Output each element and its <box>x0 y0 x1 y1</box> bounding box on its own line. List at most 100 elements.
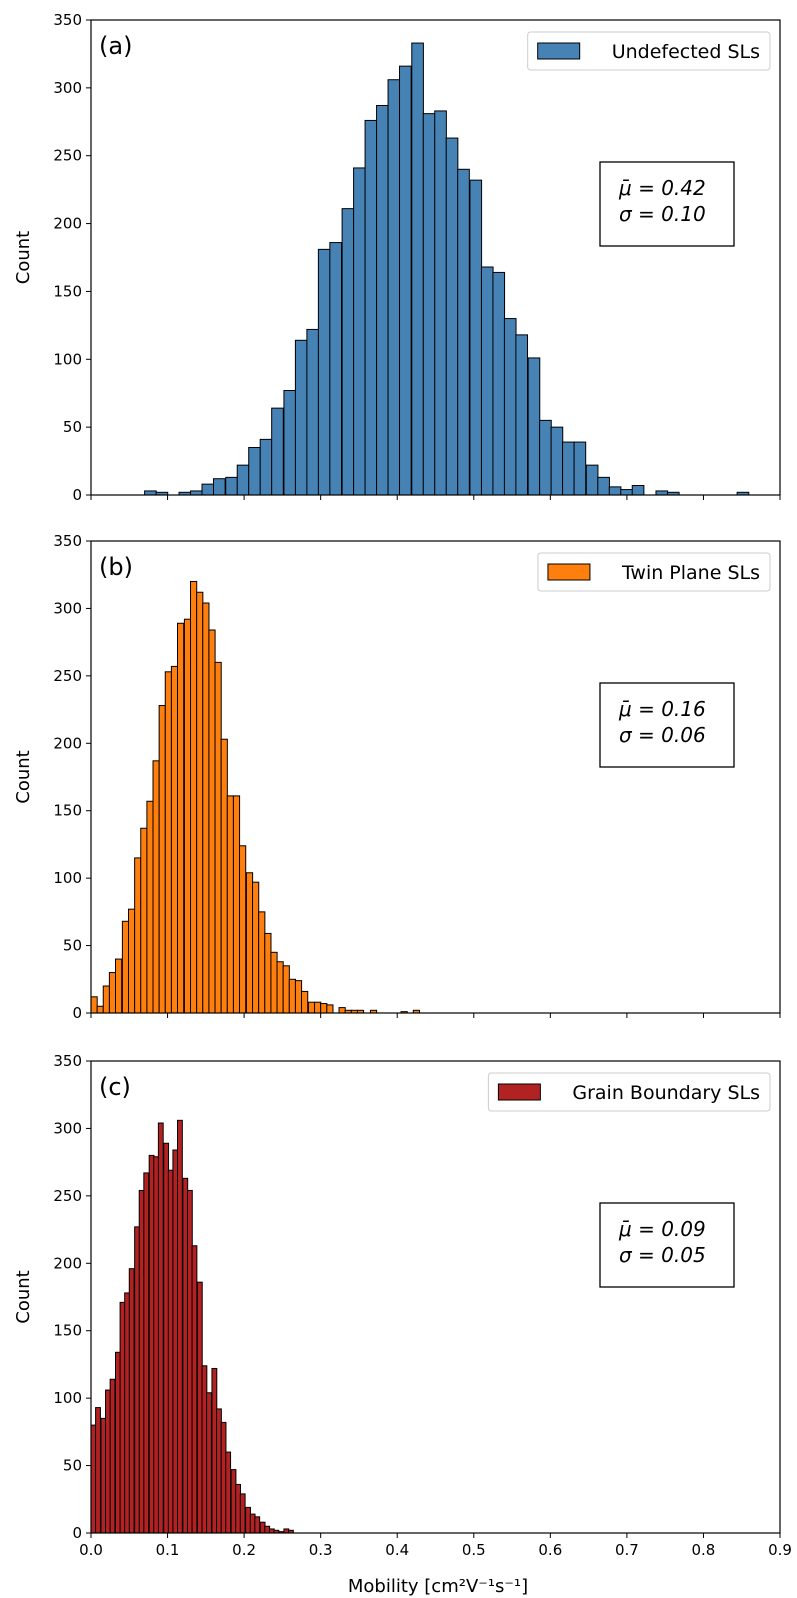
histogram-bar <box>128 1268 135 1534</box>
histogram-bar <box>276 961 284 1014</box>
y-tick-label: 250 <box>53 667 82 685</box>
histogram-bar <box>158 705 166 1014</box>
histogram-bar <box>206 1392 212 1534</box>
histogram-bar <box>314 1001 322 1014</box>
y-tick-label: 150 <box>53 282 82 300</box>
y-axis-label: Count <box>13 231 34 284</box>
histogram-bar <box>608 486 622 496</box>
histogram-bar <box>282 965 290 1014</box>
plot-frame <box>90 540 781 1014</box>
y-tick-label: 100 <box>53 869 82 887</box>
legend-swatch <box>547 563 591 581</box>
histogram-bar <box>329 242 342 496</box>
legend-swatch <box>537 42 581 60</box>
histogram-bar <box>208 629 216 1014</box>
histogram-bar <box>252 881 260 1014</box>
histogram-bar <box>128 908 136 1014</box>
histogram-bar <box>245 872 254 1014</box>
mean-stat: μ̄ = 0.09 <box>618 1217 706 1241</box>
histogram-bar <box>320 1003 328 1014</box>
histogram-bar <box>232 795 241 1014</box>
legend-swatch <box>497 1083 541 1101</box>
histogram-bar <box>387 79 401 496</box>
histogram-bar <box>191 1245 198 1534</box>
histogram-bar <box>225 1451 232 1534</box>
legend-label: Twin Plane SLs <box>621 562 760 584</box>
histogram-bar <box>631 485 645 496</box>
y-tick-label: 100 <box>53 1389 82 1407</box>
histogram-bar <box>102 985 110 1014</box>
histogram-bar <box>258 911 266 1014</box>
histogram-bar <box>144 490 157 496</box>
histogram-bar <box>134 857 142 1014</box>
histogram-bar <box>288 978 296 1014</box>
y-tick-label: 300 <box>53 79 82 97</box>
y-tick-label: 200 <box>53 734 82 752</box>
histogram-bar <box>157 1122 164 1534</box>
histogram-bar <box>190 490 203 496</box>
y-tick-label: 200 <box>53 1254 82 1272</box>
histogram-bar <box>550 426 564 496</box>
histogram-bar <box>655 490 669 496</box>
legend-box <box>487 1072 771 1112</box>
histogram-bar <box>434 110 447 496</box>
x-tick-label: 0.4 <box>385 1541 409 1559</box>
histogram-bar <box>220 738 228 1014</box>
histogram-bar <box>172 1149 179 1534</box>
histogram-bar <box>317 248 331 496</box>
histogram-bar <box>338 1007 346 1014</box>
histogram-bar <box>214 661 222 1014</box>
histogram-bar <box>364 119 378 496</box>
legend-box <box>537 552 771 592</box>
histogram-bar <box>422 113 436 496</box>
histogram-bar <box>164 671 172 1014</box>
x-tick-label: 0.8 <box>692 1541 716 1559</box>
panel-c: 0 50 100 150 200 250 300 350 0.0 0.1 0.2 0.3 0.4 0.5 0… <box>13 1052 792 1559</box>
y-tick-label: 250 <box>53 147 82 165</box>
histogram-bar <box>236 464 250 496</box>
y-tick-label: 150 <box>53 802 82 820</box>
histogram-bar <box>95 1407 101 1534</box>
y-tick-label: 350 <box>53 532 82 550</box>
histogram-bar <box>196 591 204 1014</box>
histogram-bar <box>108 972 117 1014</box>
y-tick-label: 50 <box>63 418 82 436</box>
histogram-bar <box>353 167 366 496</box>
histogram-bar <box>190 580 198 1014</box>
y-tick-label: 300 <box>53 1119 82 1137</box>
histogram-bar <box>196 1281 203 1534</box>
panel-label: (b) <box>99 553 133 581</box>
histogram-bar <box>597 476 610 496</box>
panel-label: (c) <box>99 1073 131 1101</box>
histogram-bar <box>226 795 234 1014</box>
panel-b: 0 50 100 150 200 250 300 350 Count (b) Twin Plane … <box>13 532 781 1022</box>
sigma-stat: σ = 0.05 <box>619 1243 706 1267</box>
mean-stat: μ̄ = 0.42 <box>618 176 706 200</box>
histogram-bar <box>225 476 238 496</box>
histogram-bar <box>140 827 148 1014</box>
x-tick-label: 0.3 <box>309 1541 333 1559</box>
y-tick-label: 0 <box>72 486 82 504</box>
y-tick-label: 50 <box>63 1457 82 1475</box>
legend-label: Grain Boundary SLs <box>572 1082 760 1104</box>
stats-box <box>599 1202 735 1288</box>
histogram-bar <box>143 1172 150 1534</box>
histogram-bar <box>152 760 160 1014</box>
histogram-bar <box>341 208 355 496</box>
histogram-bar <box>183 618 192 1014</box>
y-tick-label: 150 <box>53 1322 82 1340</box>
histogram-bar <box>480 266 494 496</box>
histogram-bar <box>515 334 529 496</box>
histogram-bar <box>259 438 273 496</box>
x-axis-label: Mobility [cm²V⁻¹s⁻¹] <box>348 1576 528 1597</box>
histogram-bar <box>121 920 130 1014</box>
x-tick-label: 0.7 <box>615 1541 639 1559</box>
histogram-bar <box>620 489 633 496</box>
y-tick-label: 100 <box>53 350 82 368</box>
x-tick-label: 0.2 <box>232 1541 256 1559</box>
histogram-bar <box>170 665 179 1014</box>
histogram-bar <box>562 441 575 496</box>
y-tick-label: 250 <box>53 1187 82 1205</box>
legend-label: Undefected SLs <box>612 41 760 63</box>
